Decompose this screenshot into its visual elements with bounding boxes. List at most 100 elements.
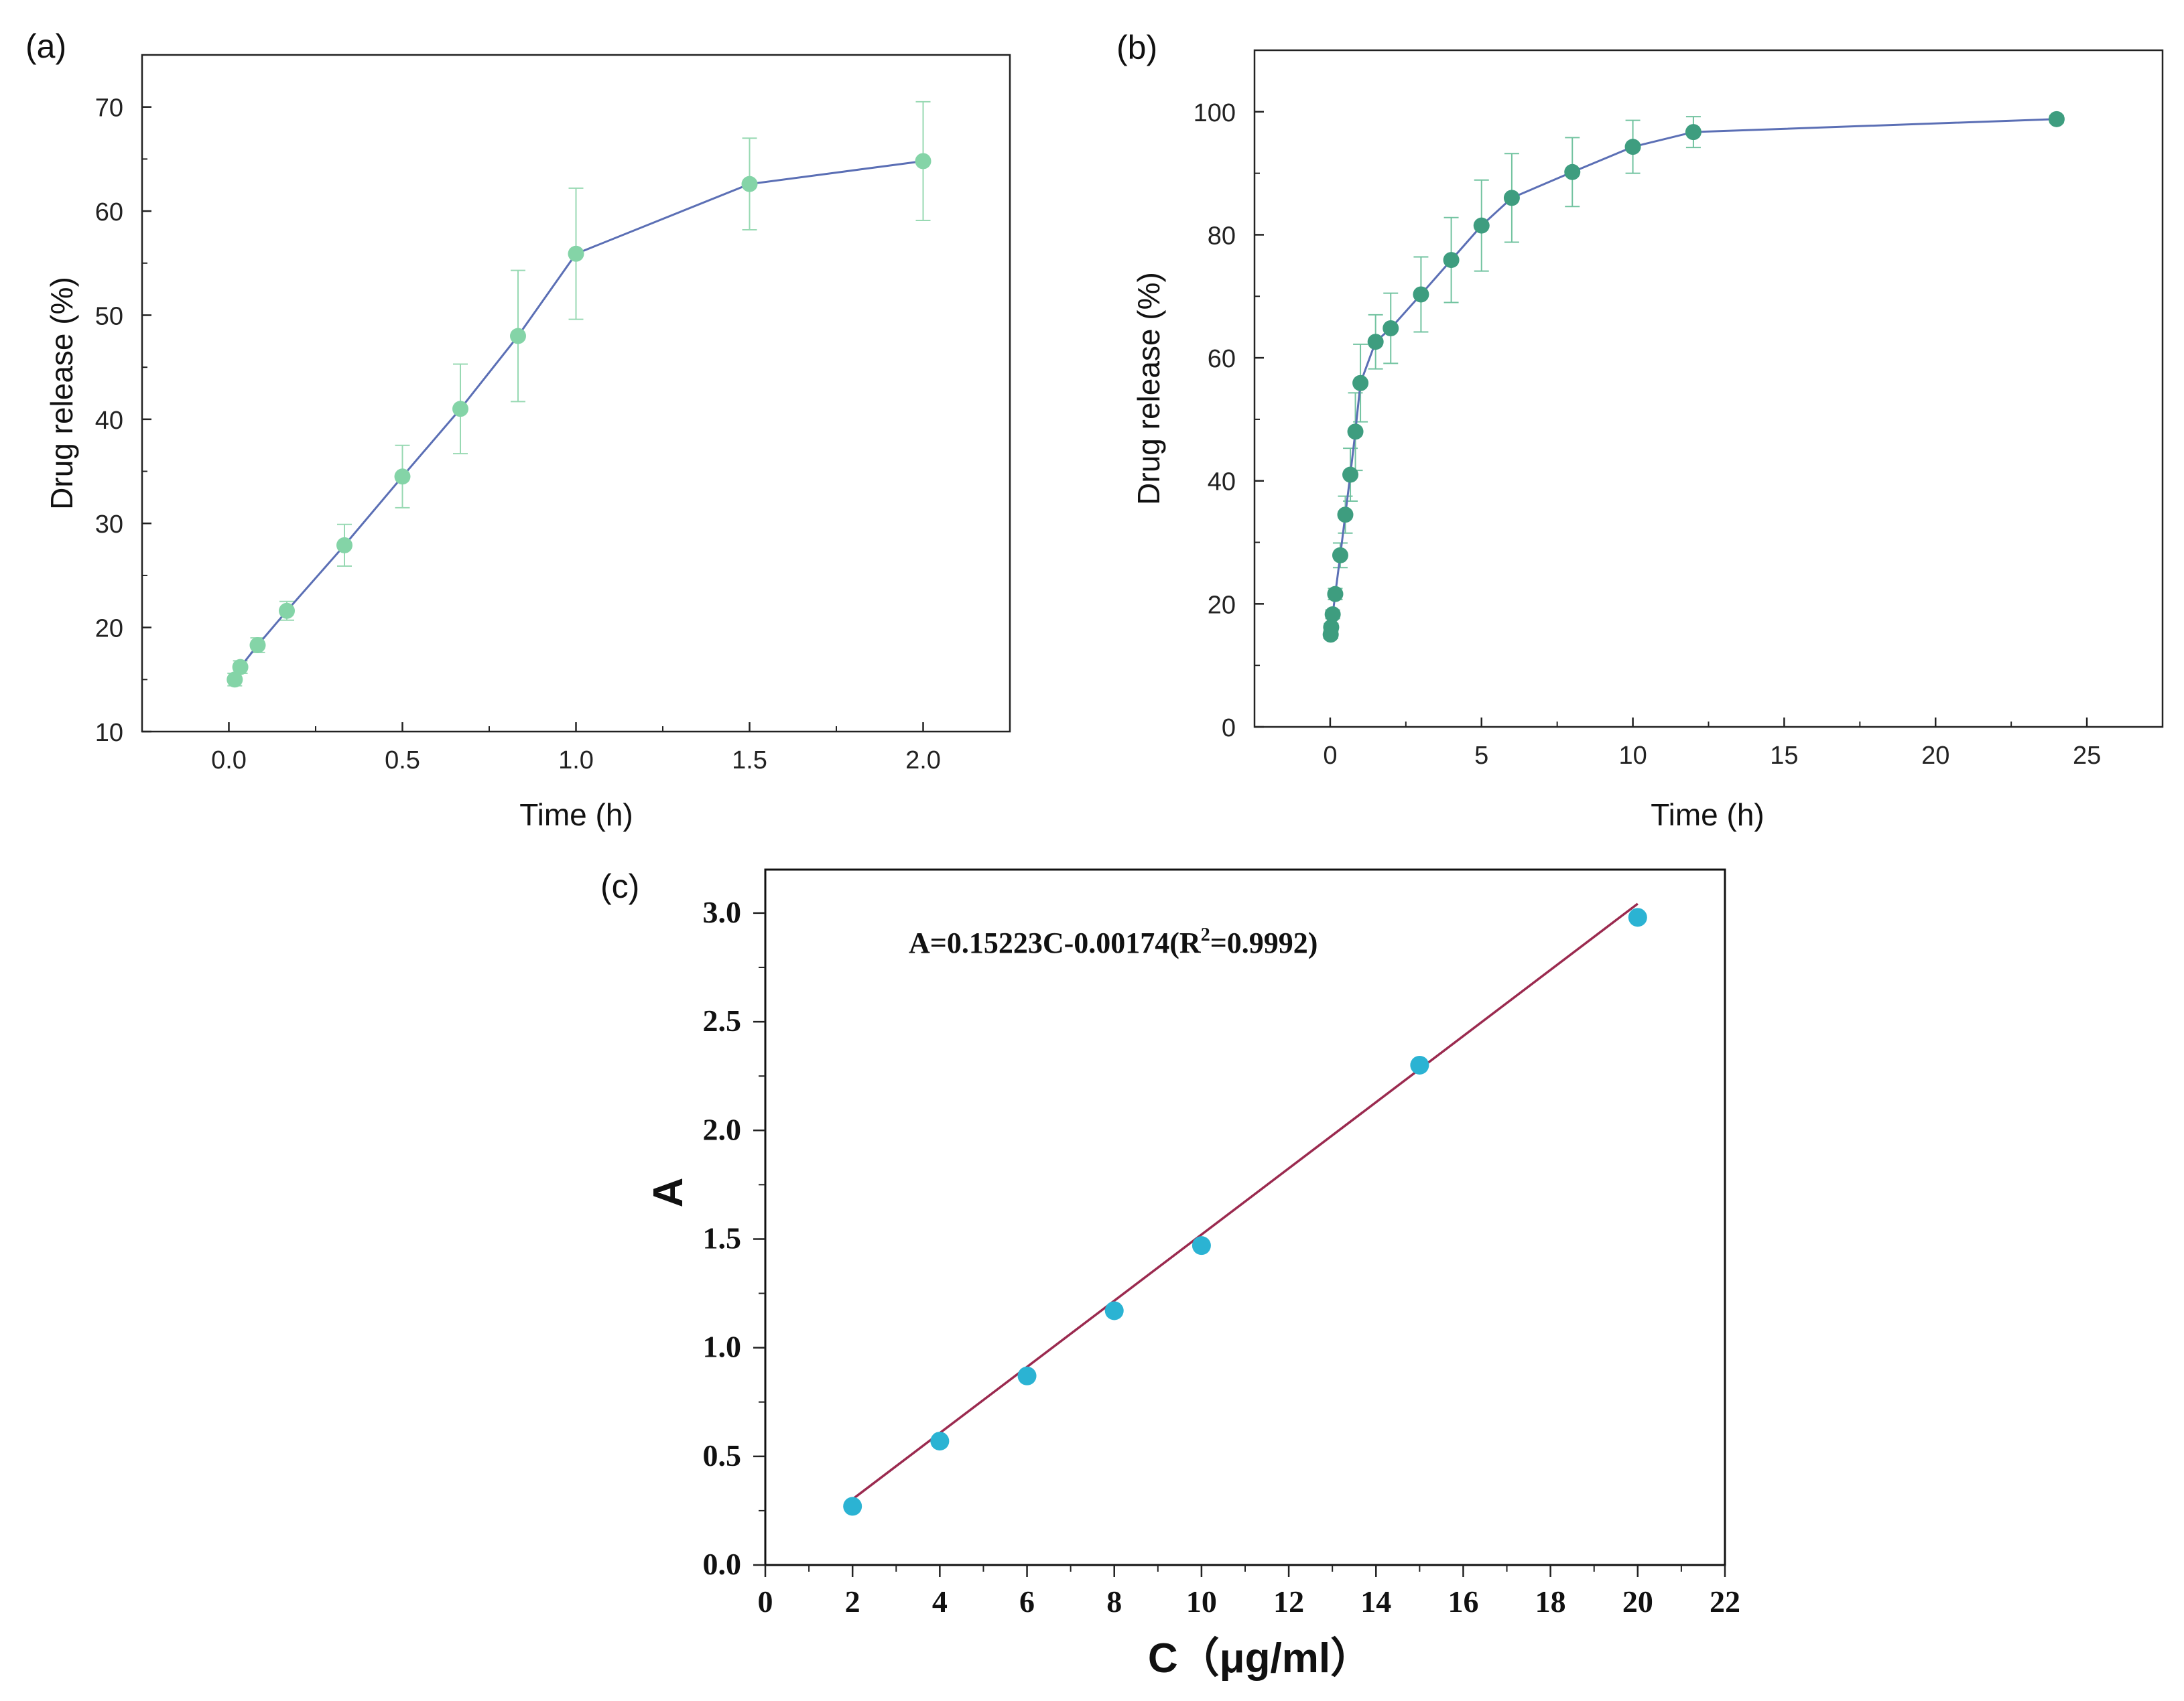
y-tick-label-b: 60 — [1208, 345, 1236, 373]
data-point-b — [1503, 190, 1520, 206]
x-tick-label-c: 12 — [1273, 1584, 1304, 1619]
data-point-c — [1410, 1055, 1429, 1075]
ticks-c: 0 2 4 6 8 10 12 14 16 18 20 22 0.0 0.5 1.0 1.5 2.0 2.5 3.0 — [703, 895, 1741, 1619]
data-point-b — [1324, 606, 1341, 622]
data-point-b — [1443, 252, 1460, 269]
data-point-b — [1685, 124, 1701, 141]
panel-label-c: (c) — [600, 868, 639, 905]
equation-prefix: A=0.15223C-0.00174(R — [909, 927, 1202, 959]
x-axis-title-a: Time (h) — [519, 797, 633, 832]
panel-b: (b) 0 5 10 15 20 25 0 20 40 60 80 100 Time (h) Drug… — [1116, 29, 2164, 832]
data-point-b — [1347, 423, 1364, 440]
x-tick-label-a: 0.5 — [385, 746, 420, 774]
x-tick-label-c: 20 — [1622, 1584, 1653, 1619]
data-point-c — [843, 1497, 862, 1516]
panel-c: (c) 0 2 4 6 8 10 12 14 16 18 20 22 0.0 0.5 1.0 1.5 2.0 2.… — [600, 868, 1740, 1682]
x-tick-label-c: 0 — [758, 1584, 773, 1619]
x-tick-label-b: 5 — [1474, 742, 1488, 770]
data-point-b — [1367, 334, 1384, 350]
data-point-a — [568, 245, 584, 262]
plot-frame-c — [764, 868, 1726, 1566]
data-point-b — [1332, 547, 1348, 563]
x-tick-label-b: 20 — [1921, 742, 1949, 770]
x-tick-label-a: 2.0 — [905, 746, 941, 774]
x-tick-label-c: 18 — [1535, 1584, 1566, 1619]
ticks-b: 0 5 10 15 20 25 0 20 40 60 80 100 — [1194, 50, 2163, 770]
y-tick-label-b: 80 — [1208, 222, 1236, 250]
x-tick-label-c: 22 — [1710, 1584, 1740, 1619]
panel-a: (a) 0.0 0.5 1.0 1.5 2.0 10 20 30 40 50 60 70 Time (… — [25, 27, 1011, 832]
x-tick-label-b: 25 — [2073, 742, 2101, 770]
x-tick-label-b: 10 — [1618, 742, 1647, 770]
x-tick-label-c: 4 — [932, 1584, 948, 1619]
data-point-b — [1337, 506, 1354, 523]
x-tick-label-a: 0.0 — [211, 746, 247, 774]
data-point-b — [1473, 217, 1490, 234]
data-point-a — [915, 153, 932, 169]
data-point-a — [336, 537, 352, 553]
data-point-a — [394, 468, 411, 485]
fit-line-c — [852, 902, 1639, 1501]
x-tick-label-c: 14 — [1360, 1584, 1391, 1619]
y-tick-label-c: 0.0 — [703, 1547, 742, 1581]
data-point-c — [930, 1432, 950, 1451]
y-tick-label-a: 40 — [95, 407, 123, 435]
y-tick-label-a: 10 — [95, 719, 123, 747]
y-tick-label-a: 50 — [95, 302, 123, 330]
data-point-c — [1017, 1366, 1037, 1385]
data-point-b — [1323, 619, 1340, 636]
x-tick-label-a: 1.5 — [732, 746, 767, 774]
y-tick-label-b: 0 — [1222, 714, 1236, 742]
marks-a — [227, 100, 932, 688]
x-axis-title-b: Time (h) — [1651, 797, 1764, 832]
x-tick-label-b: 0 — [1323, 742, 1337, 770]
data-point-c — [1192, 1236, 1211, 1255]
y-tick-label-c: 2.5 — [703, 1004, 742, 1038]
panel-label-b: (b) — [1116, 29, 1157, 66]
x-tick-label-b: 15 — [1770, 742, 1798, 770]
marks-c — [843, 902, 1647, 1516]
ticks-a: 0.0 0.5 1.0 1.5 2.0 10 20 30 40 50 60 70 — [95, 54, 1011, 774]
data-point-b — [2048, 111, 2065, 127]
y-tick-label-c: 1.0 — [703, 1330, 742, 1364]
data-point-a — [279, 602, 296, 619]
y-tick-label-a: 70 — [95, 94, 123, 123]
data-point-a — [741, 176, 758, 192]
data-point-c — [1104, 1301, 1124, 1320]
equation-superscript: 2 — [1201, 925, 1210, 945]
data-point-b — [1624, 139, 1641, 155]
y-tick-label-c: 1.5 — [703, 1221, 742, 1255]
equation-suffix: =0.9992) — [1210, 927, 1318, 959]
x-tick-label-c: 16 — [1448, 1584, 1478, 1619]
y-tick-label-a: 20 — [95, 615, 123, 643]
data-point-b — [1413, 286, 1429, 303]
y-axis-title-b: Drug release (%) — [1131, 272, 1166, 505]
plot-frame-a — [141, 54, 1011, 733]
fit-equation-label: A=0.15223C-0.00174(R2=0.9992) — [909, 925, 1318, 959]
data-point-b — [1352, 375, 1369, 391]
plot-frame-b — [1253, 49, 2164, 728]
series-line-b — [1330, 118, 2057, 635]
data-point-a — [227, 671, 243, 688]
data-point-b — [1342, 466, 1359, 483]
data-point-b — [1327, 586, 1344, 602]
x-tick-label-a: 1.0 — [558, 746, 594, 774]
y-axis-title-c: A — [645, 1178, 692, 1208]
y-tick-label-c: 2.0 — [703, 1112, 742, 1146]
x-tick-label-c: 8 — [1106, 1584, 1122, 1619]
data-point-a — [509, 328, 526, 344]
data-point-a — [232, 659, 249, 675]
y-tick-label-b: 40 — [1208, 468, 1236, 496]
y-tick-label-a: 30 — [95, 511, 123, 539]
data-point-a — [249, 637, 266, 654]
data-point-c — [1628, 908, 1647, 927]
y-tick-label-b: 100 — [1194, 99, 1236, 127]
x-axis-title-c: C（μg/ml） — [1148, 1635, 1372, 1682]
series-line-a — [233, 160, 923, 680]
data-point-a — [452, 401, 469, 417]
x-tick-label-c: 6 — [1019, 1584, 1035, 1619]
x-tick-label-c: 2 — [845, 1584, 860, 1619]
y-tick-label-b: 20 — [1208, 591, 1236, 619]
y-tick-label-c: 0.5 — [703, 1438, 742, 1473]
